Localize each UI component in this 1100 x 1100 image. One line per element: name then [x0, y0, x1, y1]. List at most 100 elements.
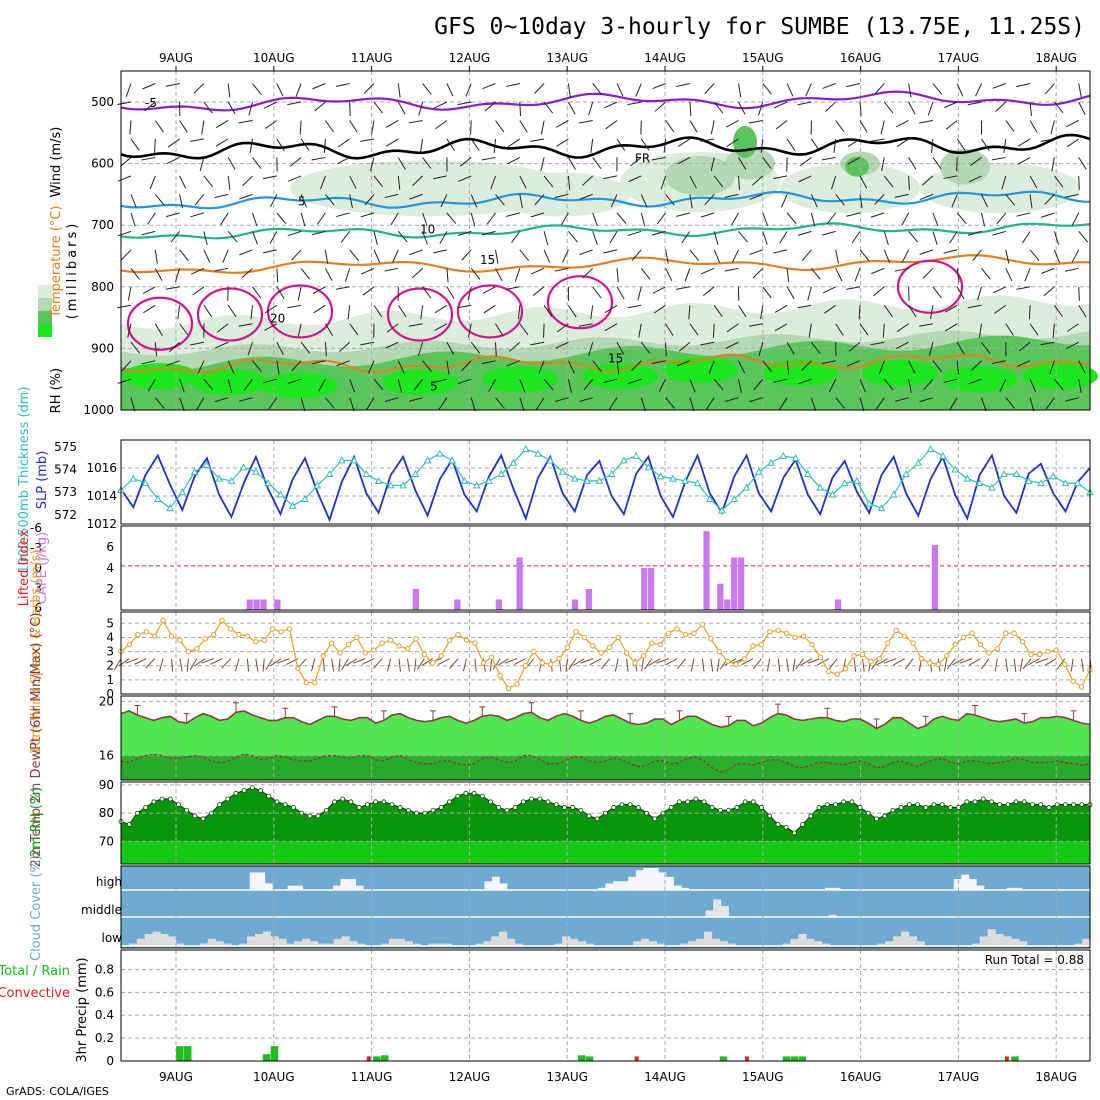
wind-barb — [252, 212, 258, 227]
wind-barb — [1018, 341, 1031, 352]
cloud-bar — [1006, 887, 1015, 890]
wind-barb — [762, 83, 773, 95]
wind-barb — [197, 360, 205, 374]
thickness-marker — [730, 494, 739, 503]
wind-barb — [603, 175, 618, 180]
wind-barb-10m — [221, 658, 231, 669]
cloud-bar — [877, 943, 886, 946]
svg-text:SLP (mb): SLP (mb) — [35, 451, 50, 510]
cloud-bar — [128, 943, 138, 946]
cape-bar — [648, 568, 655, 610]
wind-barb-10m — [462, 658, 467, 672]
cloud-bar — [597, 887, 606, 890]
thickness-marker — [521, 445, 530, 453]
wind-barb — [127, 323, 132, 338]
wind-barb — [1041, 267, 1055, 274]
wind-barb — [932, 212, 939, 227]
wind-speed-marker — [724, 658, 731, 665]
temp2m-label: 2m Temp 2m DewPt (6hr Min/Max) (°C) — [29, 613, 44, 868]
wind-barb — [227, 175, 231, 190]
wind-barb-10m — [710, 658, 714, 672]
rh2m-marker — [783, 824, 789, 830]
wind-barb — [323, 138, 326, 153]
wind-barb — [264, 304, 278, 314]
cloud-bar — [953, 879, 962, 890]
wind-barb — [366, 397, 375, 410]
wind-barb — [1040, 341, 1055, 346]
wind-barb — [250, 305, 253, 320]
wind-speed-marker — [286, 626, 293, 632]
precip-tick: 0.4 — [95, 1008, 114, 1022]
rh2m-marker — [447, 799, 452, 805]
wind-barb — [530, 341, 545, 346]
wind-barb — [241, 267, 253, 279]
pressure-tick: 800 — [91, 280, 114, 294]
cloud-bar — [333, 938, 342, 946]
cloud-bar — [979, 936, 988, 946]
cloud-bar — [916, 941, 925, 946]
wind-barb — [517, 305, 521, 320]
temp-max-whisker — [725, 715, 732, 726]
wind-barb — [590, 138, 594, 153]
slp-thickness-panel: 572 573 574 575 1012 1014 1016 — [54, 439, 1094, 531]
wind-barb-10m — [255, 658, 259, 672]
wind-barb — [956, 212, 967, 224]
wind-barb-10m — [648, 658, 661, 666]
cloud-bar — [961, 874, 970, 890]
wind-barb-10m — [690, 658, 695, 672]
wind-barb — [835, 120, 845, 133]
wind-barb — [908, 175, 910, 190]
cloud-bar — [295, 885, 303, 890]
cloud-bar — [262, 931, 271, 946]
rh-label: RH (%) — [49, 368, 64, 413]
wind-barb — [588, 342, 594, 356]
wind-barb — [1005, 397, 1016, 409]
wind-barb — [422, 286, 432, 299]
wind-barb — [713, 249, 721, 263]
cape-tick: 4 — [106, 561, 114, 575]
precip-bar — [790, 1056, 799, 1061]
cloud-bar — [396, 938, 405, 946]
wind-barb — [968, 175, 982, 183]
wind-barb — [543, 249, 551, 263]
wind-barb — [481, 230, 496, 236]
wind-barb — [201, 120, 205, 135]
wind-barb — [1029, 194, 1033, 209]
wind-barb — [470, 194, 478, 208]
wind-barb — [786, 286, 795, 300]
wind-speed-marker — [497, 672, 503, 679]
wind-barb — [409, 249, 423, 256]
wind-barb — [1029, 379, 1037, 393]
wind-speed-marker — [1036, 651, 1043, 658]
wind-barb — [1078, 101, 1086, 115]
wind-speed-marker — [168, 633, 175, 639]
wind-barb — [567, 305, 577, 318]
thickness-marker — [865, 499, 874, 507]
wind-barb — [349, 175, 357, 189]
wind-barb — [367, 360, 375, 374]
wind-barb-10m — [235, 658, 240, 672]
wind-barb — [786, 138, 796, 151]
wind-barb — [495, 249, 499, 264]
wind-barb — [981, 397, 987, 412]
wind-barb — [363, 83, 375, 94]
cloud-bar — [348, 879, 356, 890]
rh-patch-dark — [733, 126, 757, 159]
wind-barb-10m — [786, 658, 789, 672]
wind-barb — [967, 101, 982, 106]
wind-barb — [252, 83, 262, 95]
wind-barb — [397, 157, 406, 170]
wind-tick: 3 — [106, 645, 114, 659]
wind-barb — [919, 119, 933, 124]
thickness-marker — [1000, 470, 1008, 478]
thickness-marker — [632, 451, 641, 459]
wind-barb — [859, 323, 869, 336]
wind-barb — [554, 267, 569, 272]
wind-barb — [967, 230, 982, 236]
cloud-bar — [436, 943, 445, 946]
wind-barb — [519, 379, 526, 393]
wind-barb — [297, 286, 302, 301]
wind-barb — [883, 304, 893, 317]
wind-barb — [779, 231, 788, 244]
